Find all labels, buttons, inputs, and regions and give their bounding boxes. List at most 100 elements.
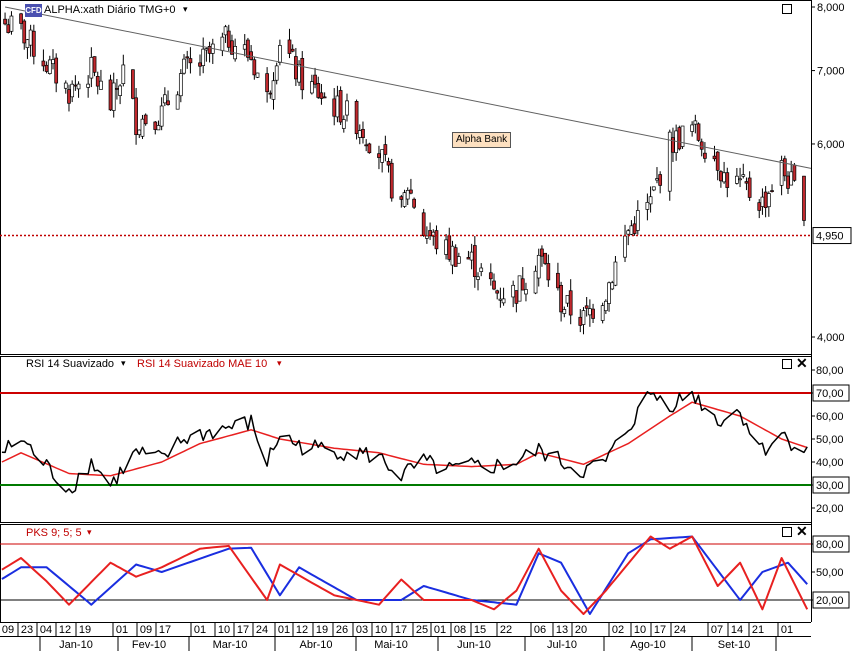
candle-body [402, 192, 407, 207]
candle-body [629, 225, 634, 235]
candle-body [383, 144, 388, 155]
x-day-label: 10 [218, 624, 230, 636]
candle-body [377, 153, 381, 158]
candle-body [357, 130, 362, 138]
candle-body [699, 141, 704, 150]
candle-body [680, 125, 685, 147]
candle-body [86, 83, 91, 88]
rsi-ma-chevron-down-icon[interactable]: ▾ [277, 358, 282, 368]
x-day-label: 01 [116, 624, 128, 636]
candle-body [696, 123, 701, 141]
candle-body [143, 114, 148, 125]
rsi-y-tick-label: 20,00 [816, 503, 844, 515]
candle-body [345, 100, 349, 116]
x-day-label: 09 [140, 624, 152, 636]
cfd-logo: CFD [25, 4, 42, 17]
candle-body [175, 94, 180, 110]
candle-body [140, 118, 145, 137]
candle-body [409, 189, 413, 194]
candle-body [268, 92, 273, 95]
candle-body [725, 172, 730, 188]
candle-body [607, 282, 611, 304]
candle-body [51, 59, 55, 65]
x-day-label: 17 [237, 624, 249, 636]
pks-level-box [812, 591, 850, 609]
candle-body [31, 30, 36, 57]
x-day-label: 24 [674, 624, 686, 636]
x-day-label: 10 [634, 624, 646, 636]
x-month-label: Jul-10 [547, 639, 577, 651]
candle-body [511, 284, 516, 298]
alpha-bank-annotation[interactable]: Alpha Bank [452, 132, 512, 148]
rsi-panel-title[interactable]: RSI 14 Suavizado [26, 358, 115, 370]
maximize-price-panel-button[interactable] [782, 4, 792, 14]
candle-body [779, 160, 784, 186]
trendline [4, 6, 812, 169]
x-day-label: 07 [711, 624, 723, 636]
candle-body [185, 56, 190, 59]
candle-body [294, 56, 298, 80]
pks-title-chevron-down-icon[interactable]: ▾ [87, 527, 92, 537]
candle-body [115, 88, 119, 90]
candle-body [354, 101, 359, 135]
price-y-tick-label: 8,000 [817, 2, 845, 14]
candle-body [278, 45, 282, 63]
x-day-label: 01 [194, 624, 206, 636]
maximize-pks-panel-button[interactable] [782, 527, 792, 537]
close-rsi-panel-icon[interactable]: ✕ [796, 355, 808, 371]
candle-body [671, 137, 675, 153]
candle-body [335, 95, 340, 118]
maximize-rsi-panel-button[interactable] [782, 359, 792, 369]
candle-body [204, 48, 209, 51]
candle-body [693, 120, 698, 125]
pks-plot-frame [0, 524, 812, 623]
rsi-ma-panel-title[interactable]: RSI 14 Suavizado MAE 10 [137, 358, 268, 370]
candle-body [425, 235, 429, 239]
candle-body [182, 58, 186, 74]
candle-body [111, 82, 116, 111]
candle-body [495, 290, 500, 294]
x-day-label: 02 [612, 624, 624, 636]
candle-body [488, 272, 493, 280]
candle-body [47, 59, 52, 74]
candle-body [498, 298, 503, 301]
candle-body [651, 186, 656, 191]
x-month-label: Mai-10 [374, 639, 408, 651]
chevron-down-icon[interactable]: ▾ [183, 4, 188, 14]
x-day-label: 26 [336, 624, 348, 636]
candle-body [361, 128, 365, 138]
x-day-label: 03 [356, 624, 368, 636]
candle-body [802, 175, 806, 221]
candle-body [389, 162, 394, 199]
x-day-label: 10 [375, 624, 387, 636]
candle-body [242, 44, 247, 50]
candle-body [6, 24, 11, 33]
x-month-label: Abr-10 [299, 639, 332, 651]
rsi-level-box [812, 476, 850, 494]
x-day-label: 17 [159, 624, 171, 636]
candle-body [760, 196, 765, 207]
candle-body [188, 58, 193, 64]
x-day-label: 21 [752, 624, 764, 636]
rsi-y-tick-label: 40,00 [816, 457, 844, 469]
rsi-title-chevron-down-icon[interactable]: ▾ [121, 358, 126, 368]
candle-body [319, 92, 324, 99]
candle-body [520, 278, 525, 291]
x-day-label: 15 [474, 624, 486, 636]
rsi-y-tick-label: 80,00 [816, 365, 844, 377]
candle-body [201, 48, 206, 66]
candle-body [108, 79, 113, 111]
candle-body [405, 190, 410, 200]
candle-body [738, 178, 742, 181]
x-day-label: 12 [59, 624, 71, 636]
candle-body [70, 83, 75, 98]
candle-body [626, 230, 631, 235]
x-day-label: 24 [256, 624, 268, 636]
pks-level-box [812, 535, 850, 553]
price-panel-title[interactable]: ALPHA:xath Diário TMG+0 [44, 4, 176, 16]
pks-panel-title[interactable]: PKS 9; 5; 5 [26, 527, 82, 539]
candle-body [412, 198, 416, 208]
close-pks-panel-icon[interactable]: ✕ [796, 523, 808, 539]
candle-body [469, 251, 474, 261]
